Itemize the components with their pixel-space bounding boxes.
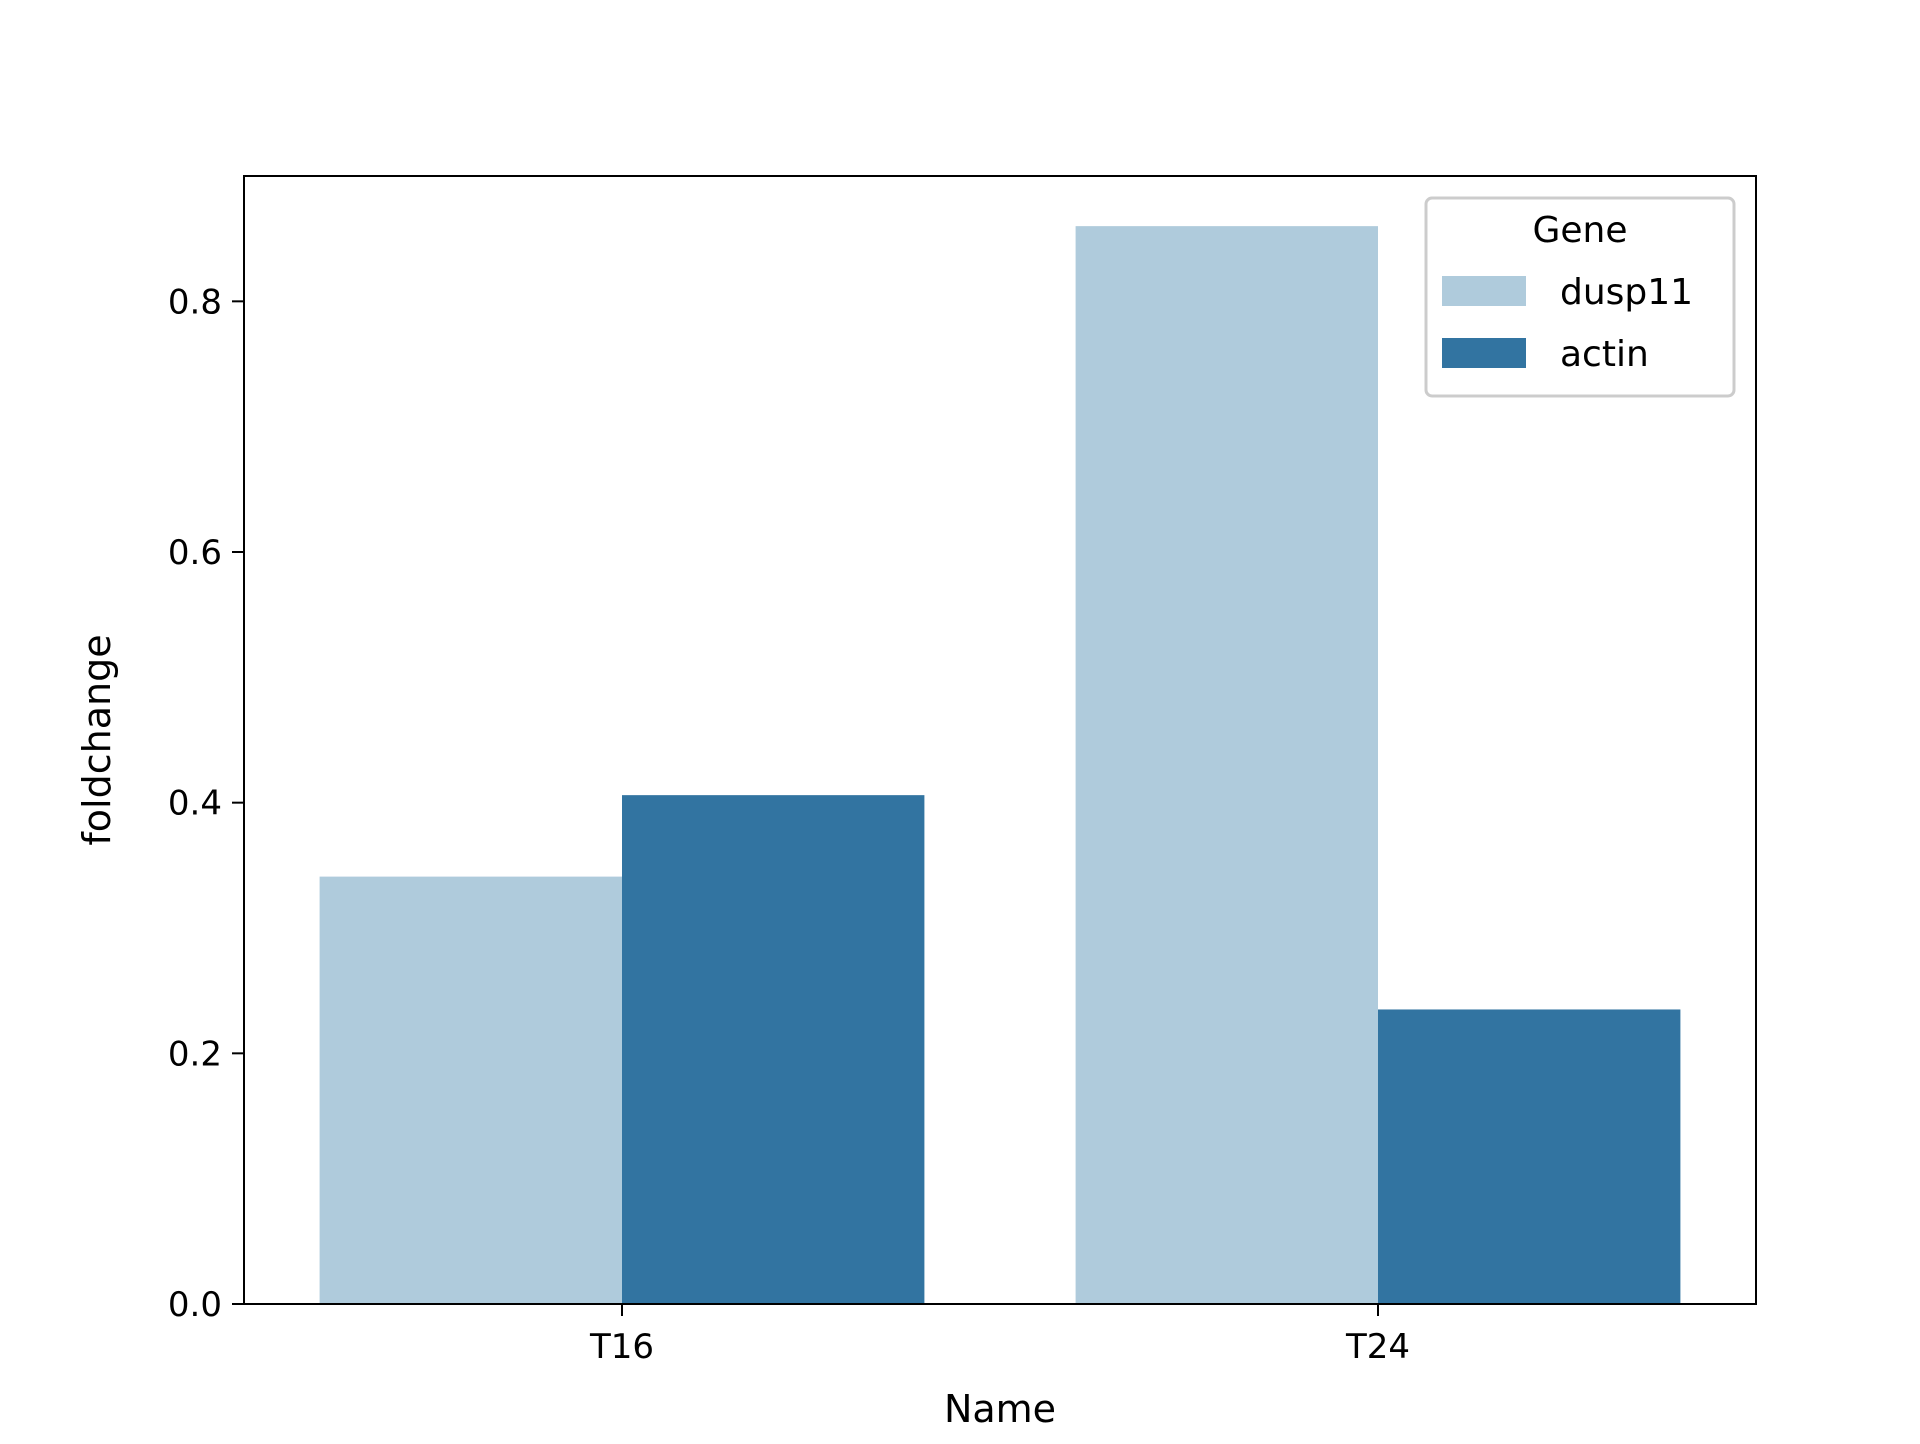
legend-label-actin: actin [1560, 334, 1649, 375]
legend-title: Gene [1532, 210, 1627, 251]
y-tick-label-0.6: 0.6 [168, 533, 222, 573]
plot-frame [243, 175, 1757, 1305]
bar-actin-T16 [622, 795, 925, 1304]
y-tick-label-0.0: 0.0 [168, 1285, 222, 1325]
axes-layer: T16 T24 0.0 0.2 0.4 0.6 0.8 [168, 175, 1757, 1367]
y-tick-label-0.8: 0.8 [168, 282, 222, 322]
x-tick-label-T24: T24 [1345, 1327, 1410, 1367]
bars-layer [319, 226, 1681, 1305]
legend: Gene dusp11 actin [1424, 196, 1736, 398]
y-axis-label: foldchange [75, 634, 119, 845]
y-tick-label-0.4: 0.4 [168, 784, 222, 824]
legend-swatch-actin [1442, 338, 1526, 368]
legend-label-dusp11: dusp11 [1560, 272, 1693, 313]
bar-dusp11-T16 [319, 876, 622, 1304]
legend-swatch-dusp11 [1442, 276, 1526, 306]
bar-actin-T24 [1378, 1009, 1681, 1304]
x-axis-label: Name [944, 1387, 1056, 1431]
y-tick-label-0.2: 0.2 [168, 1034, 222, 1074]
x-tick-label-T16: T16 [589, 1327, 654, 1367]
bar-dusp11-T24 [1075, 226, 1378, 1305]
